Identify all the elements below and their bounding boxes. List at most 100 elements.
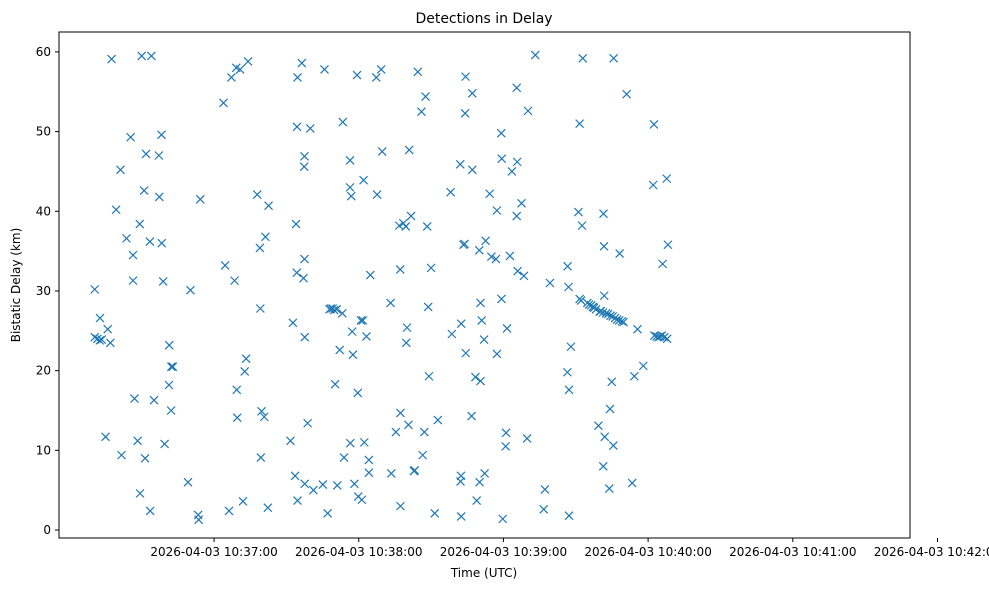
- data-point: [492, 206, 502, 215]
- data-point: [564, 282, 573, 292]
- data-point: [158, 276, 168, 286]
- data-point: [574, 207, 583, 217]
- x-tick-label: 2026-04-03 10:40:00: [584, 545, 711, 559]
- data-point: [293, 72, 302, 82]
- plot-area: [58, 31, 911, 539]
- data-point: [419, 427, 429, 437]
- y-tick-label: 30: [36, 284, 51, 298]
- data-point: [130, 394, 139, 403]
- data-point: [461, 72, 470, 82]
- data-point: [486, 252, 496, 262]
- x-tick-label: 2026-04-03 10:39:00: [440, 545, 567, 559]
- data-point: [122, 233, 131, 243]
- data-point: [329, 305, 339, 315]
- data-point: [386, 469, 396, 478]
- data-point: [116, 165, 125, 175]
- data-point: [157, 238, 167, 248]
- data-point: [615, 249, 625, 258]
- data-point: [149, 395, 159, 405]
- data-point: [545, 278, 555, 288]
- data-point: [564, 511, 574, 521]
- data-point: [349, 479, 359, 489]
- data-point: [501, 428, 511, 438]
- data-point: [391, 427, 401, 437]
- data-point: [252, 190, 262, 199]
- data-point: [240, 367, 250, 376]
- data-point: [359, 437, 369, 447]
- data-point: [662, 334, 672, 344]
- data-point: [300, 151, 309, 161]
- data-point: [305, 123, 315, 133]
- data-point: [467, 165, 477, 175]
- data-point: [467, 88, 477, 98]
- data-point: [128, 250, 138, 260]
- data-point: [160, 439, 170, 449]
- data-point: [619, 317, 628, 327]
- data-point: [426, 263, 436, 273]
- data-point: [164, 380, 174, 390]
- data-point: [406, 211, 416, 221]
- y-axis-label: Bistatic Delay (km): [9, 228, 23, 343]
- data-point: [447, 329, 457, 339]
- x-tick-label: 2026-04-03 10:37:00: [150, 545, 277, 559]
- y-tick-label: 40: [36, 204, 51, 218]
- data-point: [396, 408, 405, 418]
- y-axis-ticks: 0 10 20 30 40 50 60: [36, 45, 59, 537]
- data-point: [97, 335, 107, 345]
- data-point: [345, 155, 355, 165]
- data-point: [241, 354, 251, 364]
- x-tick-label: 2026-04-03 10:42:00: [874, 545, 989, 559]
- data-point: [663, 240, 673, 250]
- y-tick-label: 10: [36, 443, 51, 457]
- data-point: [477, 316, 487, 325]
- data-point: [358, 316, 368, 325]
- data-point: [157, 130, 166, 140]
- data-point: [512, 83, 522, 93]
- data-point: [446, 187, 456, 197]
- data-point: [145, 237, 155, 246]
- data-point: [117, 450, 126, 460]
- data-point: [291, 219, 301, 229]
- data-point: [563, 261, 572, 271]
- data-point: [512, 211, 522, 221]
- data-point: [507, 167, 517, 176]
- data-point: [605, 404, 615, 414]
- data-point: [346, 191, 356, 201]
- data-point: [362, 331, 371, 341]
- data-point: [364, 455, 374, 465]
- data-point: [539, 504, 549, 514]
- data-point: [497, 294, 506, 304]
- data-point: [505, 251, 515, 261]
- data-point: [146, 51, 156, 61]
- data-point: [290, 471, 300, 481]
- data-point: [460, 239, 470, 249]
- data-point: [395, 265, 405, 274]
- data-point: [404, 145, 414, 155]
- data-point: [128, 276, 138, 286]
- data-point: [292, 268, 302, 278]
- data-point: [662, 174, 672, 184]
- data-point: [103, 324, 113, 334]
- data-point: [594, 421, 603, 431]
- data-point: [396, 501, 405, 511]
- data-point: [371, 72, 381, 82]
- data-point: [300, 332, 310, 342]
- data-point: [332, 480, 342, 490]
- data-point: [566, 342, 576, 352]
- data-point: [600, 432, 610, 442]
- data-point: [230, 276, 239, 286]
- data-point: [356, 316, 366, 325]
- data-point: [300, 254, 309, 264]
- data-point: [421, 92, 430, 101]
- data-point: [95, 313, 105, 323]
- data-point: [481, 236, 491, 246]
- data-point: [410, 465, 420, 475]
- data-point: [461, 348, 471, 358]
- data-point: [456, 319, 466, 329]
- data-point: [185, 285, 195, 295]
- data-point: [599, 209, 608, 219]
- data-point: [166, 406, 176, 415]
- data-point: [318, 480, 328, 490]
- data-point: [140, 453, 150, 463]
